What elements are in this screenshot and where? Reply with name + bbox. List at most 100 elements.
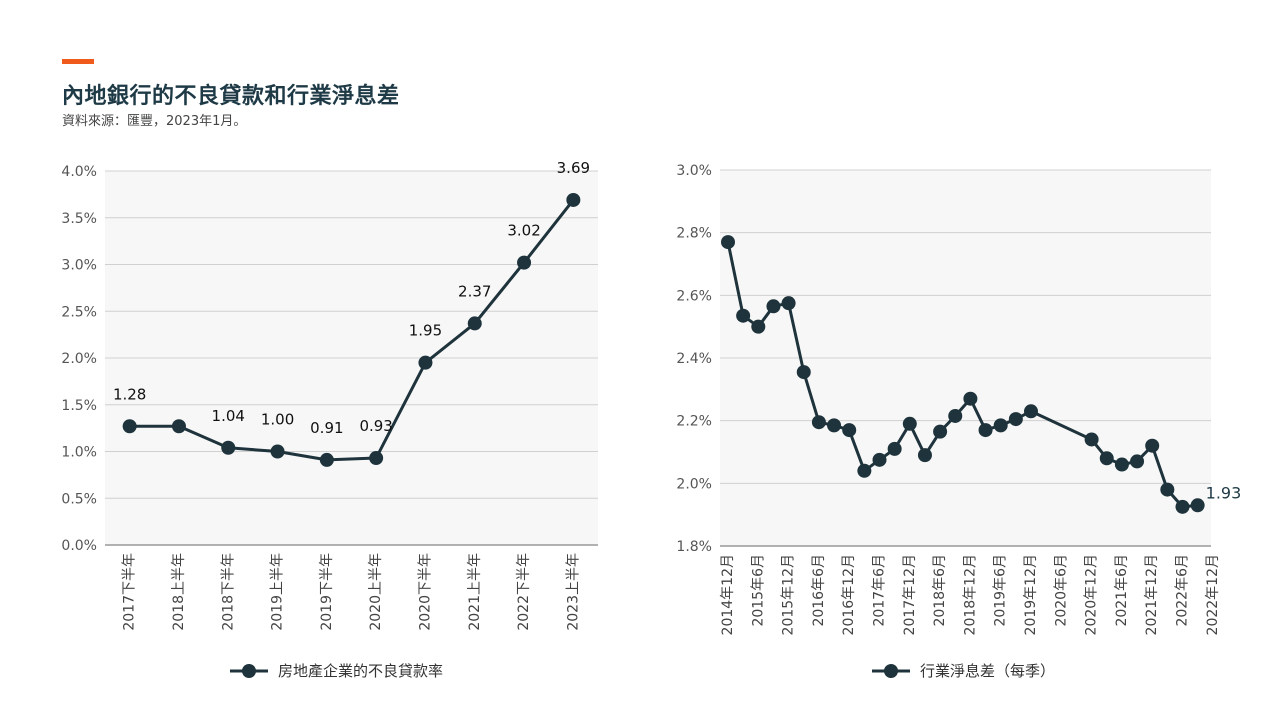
nim-chart-data-point <box>993 418 1008 433</box>
npl-chart-x-tick-label: 2022下半年 <box>516 553 532 631</box>
npl-chart-data-label: 1.95 <box>409 322 442 340</box>
nim-chart-x-tick-label: 2017年12月 <box>902 554 918 635</box>
nim-chart-data-point <box>1130 454 1145 469</box>
npl-chart-data-point <box>369 451 384 466</box>
legend-label: 行業淨息差（每季） <box>920 662 1056 680</box>
nim-chart-data-point <box>766 299 781 314</box>
nim-chart-data-point <box>736 308 751 323</box>
nim-chart-data-point <box>811 415 826 430</box>
legend-right: 行業淨息差（每季） <box>872 660 1055 681</box>
accent-bar <box>62 59 94 64</box>
npl-chart-x-tick-label: 2020下半年 <box>417 553 433 631</box>
nim-chart-data-point <box>751 319 766 334</box>
nim-chart-x-tick-label: 2017年6月 <box>872 554 888 627</box>
npl-chart-x-tick-label: 2020上半年 <box>368 553 384 631</box>
nim-chart-y-tick-label: 3.0% <box>676 163 712 179</box>
nim-chart-x-tick-label: 2019年6月 <box>993 554 1009 627</box>
legend-label: 房地產企業的不良貸款率 <box>278 662 444 680</box>
nim-chart-x-tick-label: 2016年6月 <box>811 554 827 627</box>
npl-chart-y-tick-label: 2.0% <box>61 351 97 367</box>
nim-chart-data-point <box>902 416 917 431</box>
page-title: 內地銀行的不良貸款和行業淨息差 <box>62 84 400 109</box>
nim-chart-y-tick-label: 2.8% <box>676 226 712 242</box>
nim-chart-x-tick-label: 2021年12月 <box>1144 554 1160 635</box>
nim-chart-y-tick-label: 2.0% <box>676 476 712 492</box>
npl-chart-x-tick-label: 2021上半年 <box>467 553 483 631</box>
nim-chart-data-point <box>1190 498 1205 513</box>
nim-chart-y-tick-label: 1.8% <box>676 539 712 555</box>
nim-chart-y-tick-label: 2.2% <box>676 414 712 430</box>
npl-chart-data-label: 3.69 <box>557 159 590 177</box>
npl-chart-x-tick-label: 2019下半年 <box>319 553 335 631</box>
npl-chart-data-point <box>171 419 186 434</box>
npl-chart-data-point <box>566 192 581 207</box>
nim-chart-y-tick-label: 2.4% <box>676 351 712 367</box>
nim-chart-x-tick-label: 2014年12月 <box>720 554 736 635</box>
nim-chart-last-value-label: 1.93 <box>1206 483 1242 502</box>
nim-chart-x-tick-label: 2015年12月 <box>781 554 797 635</box>
npl-chart-data-point <box>517 255 532 270</box>
npl-chart-x-tick-label: 2017下半年 <box>122 553 138 631</box>
nim-chart-data-point <box>917 448 932 463</box>
npl-chart-y-tick-label: 3.0% <box>61 258 97 274</box>
nim-chart-data-point <box>1024 404 1038 419</box>
npl-chart-y-tick-label: 0.0% <box>61 538 97 554</box>
nim-chart-data-point <box>1084 432 1099 447</box>
npl-chart-y-tick-label: 4.0% <box>61 164 97 180</box>
npl-chart-y-tick-label: 1.5% <box>61 398 97 414</box>
nim-chart-data-point <box>857 463 872 478</box>
nim-chart-data-point <box>842 423 857 438</box>
nim-chart-x-tick-label: 2020年6月 <box>1053 554 1069 627</box>
nim-chart-x-tick-label: 2015年6月 <box>750 554 766 627</box>
npl-chart-data-label: 1.00 <box>261 411 294 429</box>
nim-chart-x-tick-label: 2020年12月 <box>1084 554 1100 635</box>
nim-chart-x-tick-label: 2022年6月 <box>1175 554 1191 627</box>
npl-chart-data-point <box>270 444 285 459</box>
legend-left: 房地產企業的不良貸款率 <box>230 660 443 681</box>
nim-chart-data-point <box>796 365 811 380</box>
nim-chart-x-tick-label: 2019年12月 <box>1023 554 1039 635</box>
nim-chart-data-point <box>1008 412 1023 427</box>
npl-chart-data-point <box>319 452 334 467</box>
npl-chart-y-tick-label: 0.5% <box>61 491 97 507</box>
nim-chart-x-tick-label: 2022年12月 <box>1205 554 1221 635</box>
npl-chart-y-tick-label: 3.5% <box>61 211 97 227</box>
npl-chart-series-line <box>129 199 575 462</box>
nim-chart-data-point <box>1099 451 1114 466</box>
nim-chart-data-point <box>1175 499 1190 514</box>
nim-chart-data-point <box>933 424 948 439</box>
nim-chart-y-tick-label: 2.6% <box>676 288 712 304</box>
npl-chart-y-tick-label: 1.0% <box>61 445 97 461</box>
nim-chart-x-tick-label: 2021年6月 <box>1114 554 1130 627</box>
nim-chart-data-point <box>887 441 902 456</box>
source-note: 資料來源：匯豐，2023年1月。 <box>62 114 247 129</box>
nim-chart-data-point <box>1160 482 1175 497</box>
npl-chart-x-tick-label: 2018上半年 <box>171 553 187 631</box>
npl-chart-x-tick-label: 2023上半年 <box>565 553 581 631</box>
nim-chart-x-tick-label: 2018年12月 <box>962 554 978 635</box>
legend-marker-icon <box>872 663 910 678</box>
nim-chart-x-tick-label: 2016年12月 <box>841 554 857 635</box>
npl-chart-x-tick-label: 2019上半年 <box>270 553 286 631</box>
nim-chart-data-point <box>1114 457 1129 472</box>
npl-chart-data-point <box>122 419 137 434</box>
npl-chart-data-label: 0.91 <box>310 419 343 437</box>
nim-chart-data-point <box>948 408 963 423</box>
nim-chart-data-point <box>978 423 993 438</box>
npl-chart-data-label: 2.37 <box>458 282 491 300</box>
nim-chart-data-point <box>872 452 887 467</box>
nim-chart-data-point <box>721 235 735 250</box>
npl-chart-y-tick-label: 2.5% <box>61 304 97 320</box>
npl-chart-data-label: 0.93 <box>359 417 392 435</box>
npl-chart-x-tick-label: 2018下半年 <box>220 553 236 631</box>
npl-chart-data-label: 1.28 <box>113 385 146 403</box>
npl-chart-data-label: 1.04 <box>212 407 245 425</box>
npl-chart-data-point <box>221 440 236 455</box>
npl-chart-data-point <box>418 355 433 370</box>
npl-chart-data-point <box>467 316 482 331</box>
nim-chart-data-point <box>781 296 796 311</box>
nim-chart-data-point <box>1145 438 1160 453</box>
nim-chart-data-point <box>963 391 978 406</box>
nim-chart-data-point <box>827 418 842 433</box>
